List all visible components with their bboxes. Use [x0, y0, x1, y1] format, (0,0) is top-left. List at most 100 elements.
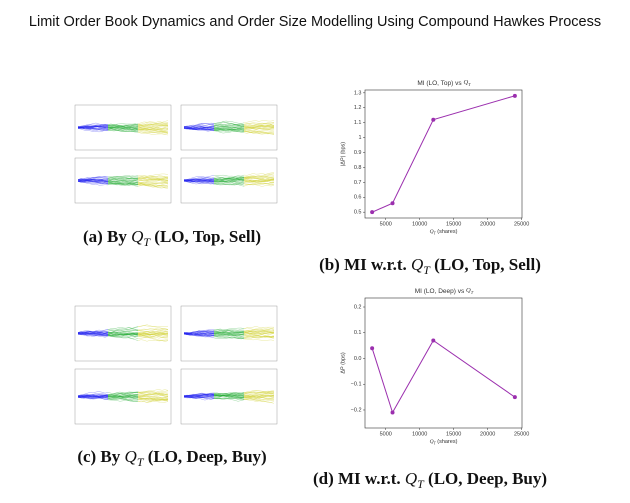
math-subscript: T	[434, 442, 437, 446]
plot-frame	[364, 297, 523, 429]
thumb-path	[137, 389, 169, 393]
x-tick-label: 15000	[446, 221, 461, 227]
thumb-path	[108, 329, 139, 334]
thumb-path	[107, 124, 139, 129]
thumb-path	[243, 173, 275, 176]
x-tick-label: 5000	[380, 431, 392, 437]
thumb-path	[213, 174, 245, 177]
thumb-path	[107, 396, 139, 399]
thumb-path	[137, 183, 169, 189]
thumb-path	[138, 176, 169, 179]
thumb-path	[137, 399, 169, 403]
caption: (c) By QT (LO, Deep, Buy)	[77, 447, 266, 469]
thumb-path	[107, 124, 139, 129]
x-tick-label: 10000	[412, 221, 427, 227]
thumb-path	[77, 128, 109, 132]
thumb-path	[77, 126, 109, 129]
math-subscript: T	[137, 455, 145, 469]
thumb-path	[183, 178, 215, 181]
y-tick-label: 0.0	[354, 356, 362, 362]
thumb-path	[243, 120, 275, 123]
y-tick-label: 0.5	[354, 210, 362, 216]
thumb-path	[107, 178, 139, 183]
thumb-path	[183, 394, 215, 398]
thumb-path	[244, 176, 275, 178]
thumb-path	[183, 331, 215, 334]
caption-rest: (LO, Top, Sell)	[150, 227, 261, 246]
math-subscript: T	[468, 82, 471, 87]
thumb-path	[213, 182, 245, 186]
thumb-path	[107, 328, 139, 332]
thumb-path	[213, 182, 245, 186]
thumb-path	[137, 399, 169, 403]
math-symbol: Q	[430, 229, 434, 235]
caption-rest: (LO, Deep, Buy)	[143, 447, 266, 466]
x-tick-label: 25000	[514, 431, 529, 437]
thumb-path	[107, 179, 139, 181]
thumb-path	[107, 398, 139, 400]
thumb-path	[243, 183, 275, 186]
x-axis-label: QT (shares)	[430, 229, 458, 235]
math-symbol: Q	[466, 287, 471, 294]
thumb-path	[183, 332, 215, 336]
caption-rest: (shares)	[436, 229, 458, 235]
thumb-path	[243, 392, 275, 395]
thumb-path	[137, 127, 169, 131]
thumb-path	[213, 396, 245, 400]
y-tick-label: −0.1	[351, 382, 362, 388]
thumb-path	[243, 122, 275, 125]
thumb-path	[243, 331, 275, 335]
thumb-path	[243, 177, 275, 180]
y-tick-label: 1	[358, 135, 361, 141]
thumb-path	[213, 120, 245, 124]
thumb-path	[137, 120, 169, 125]
thumb-path	[107, 395, 139, 398]
thumb-path	[77, 180, 109, 186]
thumb-path	[107, 177, 139, 180]
line	[371, 95, 516, 213]
thumb-path	[214, 127, 245, 132]
thumb-path	[107, 399, 139, 402]
thumb-path	[77, 333, 109, 337]
thumb-path	[243, 330, 275, 334]
thumb-path	[243, 130, 275, 135]
thumb-path	[137, 121, 169, 125]
thumb-path	[243, 335, 275, 338]
thumb-path	[243, 335, 274, 339]
thumb-path	[213, 327, 245, 331]
thumb-path	[213, 126, 245, 129]
thumb-path	[183, 179, 215, 184]
math-subscript: T	[423, 263, 431, 277]
thumb-path	[183, 392, 215, 398]
thumb-path	[107, 395, 139, 400]
thumb-path	[107, 123, 139, 127]
thumb-path	[243, 328, 275, 332]
thumb-path	[137, 391, 169, 396]
point	[390, 410, 395, 415]
y-tick-label: −0.2	[351, 407, 362, 413]
thumb-path	[107, 178, 139, 181]
math-symbol: Q	[125, 447, 137, 466]
x-tick-label: 20000	[480, 221, 495, 227]
thumb-path	[137, 392, 169, 396]
thumb-path	[107, 392, 139, 395]
x-tick-label: 5000	[380, 221, 392, 227]
thumb-path	[137, 183, 169, 187]
caption: (a) By QT (LO, Top, Sell)	[83, 227, 261, 249]
x-tick-label: 15000	[446, 431, 461, 437]
thumb-path	[213, 334, 245, 339]
thumb-path	[138, 328, 169, 330]
thumb-path	[243, 130, 275, 135]
thumb-path	[213, 129, 245, 132]
y-tick-label: 0.9	[354, 150, 362, 156]
thumb-path	[243, 392, 275, 396]
thumb-path	[243, 398, 275, 404]
thumb-path	[137, 126, 169, 132]
thumb-path	[137, 176, 169, 182]
thumb-path	[183, 333, 215, 336]
thumb-path	[213, 335, 245, 339]
thumb-path	[77, 394, 109, 399]
thumb-path	[77, 391, 109, 397]
x-tick-label: 10000	[412, 431, 427, 437]
x-axis-label: QT (shares)	[430, 439, 458, 445]
